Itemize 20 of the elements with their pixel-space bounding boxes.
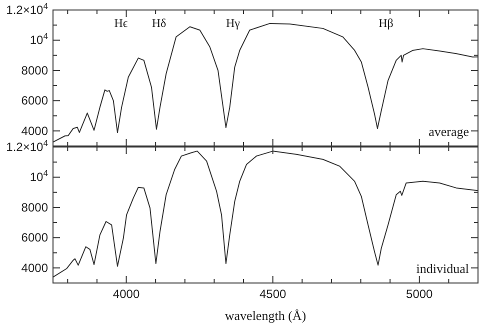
y-tick-label: 1.2×10$^{4}$ xyxy=(6,138,48,154)
y-tick-label: 10$^{4}$ xyxy=(30,31,48,48)
x-tick-label: 5000 xyxy=(406,287,434,301)
annotation: individual xyxy=(416,261,470,276)
y-tick-label: 4000 xyxy=(21,260,48,275)
annotation: average xyxy=(428,124,470,139)
y-tick-label: 4000 xyxy=(21,124,48,138)
y-tick-label: 6000 xyxy=(21,230,48,245)
annotation: Hγ xyxy=(226,16,241,30)
annotation: Hβ xyxy=(378,16,394,30)
y-tick-label: 10$^{4}$ xyxy=(30,168,48,184)
y-tick-label: 8000 xyxy=(21,200,48,214)
y-tick-label: 8000 xyxy=(21,63,48,78)
x-axis-title: wavelength (Å) xyxy=(224,308,306,323)
annotation: Hϵ xyxy=(114,16,128,30)
y-tick-label: 6000 xyxy=(21,94,48,108)
y-tick-label: 1.2×10$^{4}$ xyxy=(6,1,48,17)
x-tick-label: 4000 xyxy=(112,287,140,301)
x-tick-label: 4500 xyxy=(259,287,286,301)
annotation: Hδ xyxy=(152,16,166,30)
